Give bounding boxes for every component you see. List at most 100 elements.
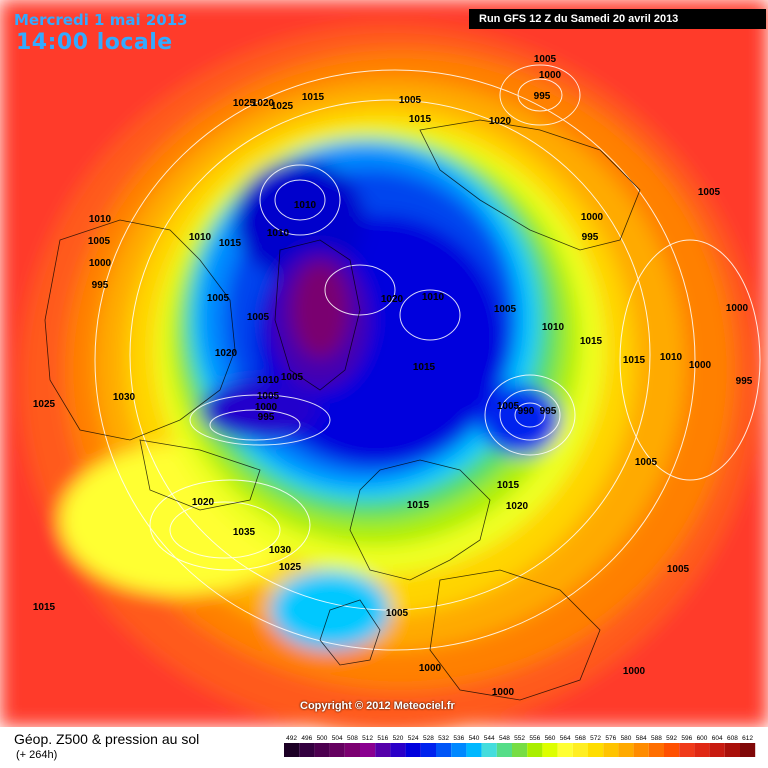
scale-swatch xyxy=(694,743,710,757)
copyright: Copyright © 2012 Meteociel.fr xyxy=(300,700,455,712)
scale-swatch xyxy=(633,743,649,757)
pressure-label: 1005 xyxy=(386,608,409,619)
pressure-label: 1005 xyxy=(88,236,111,247)
footer: Géop. Z500 & pression au sol (+ 264h) 49… xyxy=(0,727,768,768)
pressure-label: 1005 xyxy=(247,312,270,323)
pressure-label: 1005 xyxy=(497,401,520,412)
pressure-label: 1000 xyxy=(492,687,515,698)
scale-tick-label: 524 xyxy=(408,735,419,742)
pressure-label: 995 xyxy=(92,280,109,291)
scale-tick-label: 584 xyxy=(636,735,647,742)
scale-swatch xyxy=(451,743,467,757)
pressure-label: 1000 xyxy=(689,360,712,371)
pressure-label: 1020 xyxy=(252,98,275,109)
scale-swatch xyxy=(405,743,421,757)
scale-swatch xyxy=(724,743,740,757)
scale-swatch xyxy=(360,743,376,757)
scale-tick-label: 532 xyxy=(438,735,449,742)
scale-swatch xyxy=(542,743,558,757)
scale-tick-label: 552 xyxy=(514,735,525,742)
pressure-label: 1015 xyxy=(33,602,56,613)
pressure-label: 1025 xyxy=(33,399,56,410)
scale-tick-label: 560 xyxy=(545,735,556,742)
pressure-label: 1000 xyxy=(255,402,278,413)
scale-swatch xyxy=(664,743,680,757)
pressure-label: 995 xyxy=(534,91,551,102)
pressure-label: 1025 xyxy=(233,98,256,109)
scale-swatch xyxy=(603,743,619,757)
scale-tick-label: 504 xyxy=(332,735,343,742)
scale-tick-label: 600 xyxy=(697,735,708,742)
scale-tick-label: 516 xyxy=(377,735,388,742)
pressure-label: 1000 xyxy=(539,70,562,81)
scale-tick-label: 536 xyxy=(453,735,464,742)
pressure-label: 995 xyxy=(582,232,599,243)
scale-swatch xyxy=(344,743,360,757)
pressure-label: 1030 xyxy=(269,545,292,556)
pressure-label: 1000 xyxy=(89,258,112,269)
forecast-time: 14:00 locale xyxy=(16,30,173,55)
scale-swatch xyxy=(648,743,664,757)
scale-swatch xyxy=(466,743,482,757)
coastlines xyxy=(44,119,641,701)
pressure-label: 1015 xyxy=(219,238,242,249)
scale-tick-label: 508 xyxy=(347,735,358,742)
scale-swatch xyxy=(284,743,300,757)
pressure-label: 1010 xyxy=(422,292,445,303)
pressure-label: 1010 xyxy=(267,228,290,239)
scale-swatch xyxy=(618,743,634,757)
scale-swatch xyxy=(512,743,528,757)
scale-swatch xyxy=(481,743,497,757)
scale-swatch xyxy=(557,743,573,757)
pressure-label: 1015 xyxy=(407,500,430,511)
pressure-label: 995 xyxy=(258,412,275,423)
pressure-label: 1005 xyxy=(257,391,280,402)
pressure-label: 990 xyxy=(518,406,535,417)
scale-tick-label: 608 xyxy=(727,735,738,742)
scale-swatch xyxy=(679,743,695,757)
pressure-label: 995 xyxy=(736,376,753,387)
pressure-label: 1015 xyxy=(413,362,436,373)
scale-swatch xyxy=(527,743,543,757)
pressure-label: 1015 xyxy=(409,114,432,125)
scale-tick-label: 544 xyxy=(484,735,495,742)
color-scale: 492 496 500 504 508 512 516 520 524 528 532 536 540 5… xyxy=(284,735,756,757)
scale-tick-label: 548 xyxy=(499,735,510,742)
scale-tick-label: 556 xyxy=(529,735,540,742)
scale-swatch xyxy=(572,743,588,757)
pressure-label: 1005 xyxy=(494,304,517,315)
scale-tick-label: 568 xyxy=(575,735,586,742)
pressure-label: 1000 xyxy=(726,303,749,314)
scale-tick-label: 500 xyxy=(317,735,328,742)
forecast-date: Mercredi 1 mai 2013 xyxy=(14,11,188,29)
pressure-label: 1015 xyxy=(497,480,520,491)
pressure-label: 1020 xyxy=(506,501,529,512)
pressure-label: 1010 xyxy=(189,232,212,243)
scale-tick-label: 520 xyxy=(393,735,404,742)
pressure-label: 1005 xyxy=(667,564,690,575)
pressure-label: 1005 xyxy=(635,457,658,468)
geopotential-field xyxy=(0,0,768,727)
scale-swatch xyxy=(740,743,756,757)
scale-tick-label: 564 xyxy=(560,735,571,742)
pressure-label: 1020 xyxy=(381,294,404,305)
scale-tick-label: 512 xyxy=(362,735,373,742)
chart-subtitle: (+ 264h) xyxy=(16,749,58,761)
pressure-label: 1025 xyxy=(271,101,294,112)
scale-swatch xyxy=(496,743,512,757)
pressure-label: 1015 xyxy=(580,336,603,347)
pressure-label: 1000 xyxy=(623,666,646,677)
scale-swatch xyxy=(709,743,725,757)
scale-swatch xyxy=(436,743,452,757)
scale-tick-label: 572 xyxy=(590,735,601,742)
pressure-label: 1005 xyxy=(698,187,721,198)
scale-tick-label: 528 xyxy=(423,735,434,742)
isobars xyxy=(94,64,761,651)
pressure-label: 1005 xyxy=(534,54,557,65)
scale-swatch xyxy=(588,743,604,757)
pressure-label: 1005 xyxy=(281,372,304,383)
pressure-label: 995 xyxy=(540,406,557,417)
scale-tick-label: 592 xyxy=(666,735,677,742)
scale-swatch xyxy=(420,743,436,757)
